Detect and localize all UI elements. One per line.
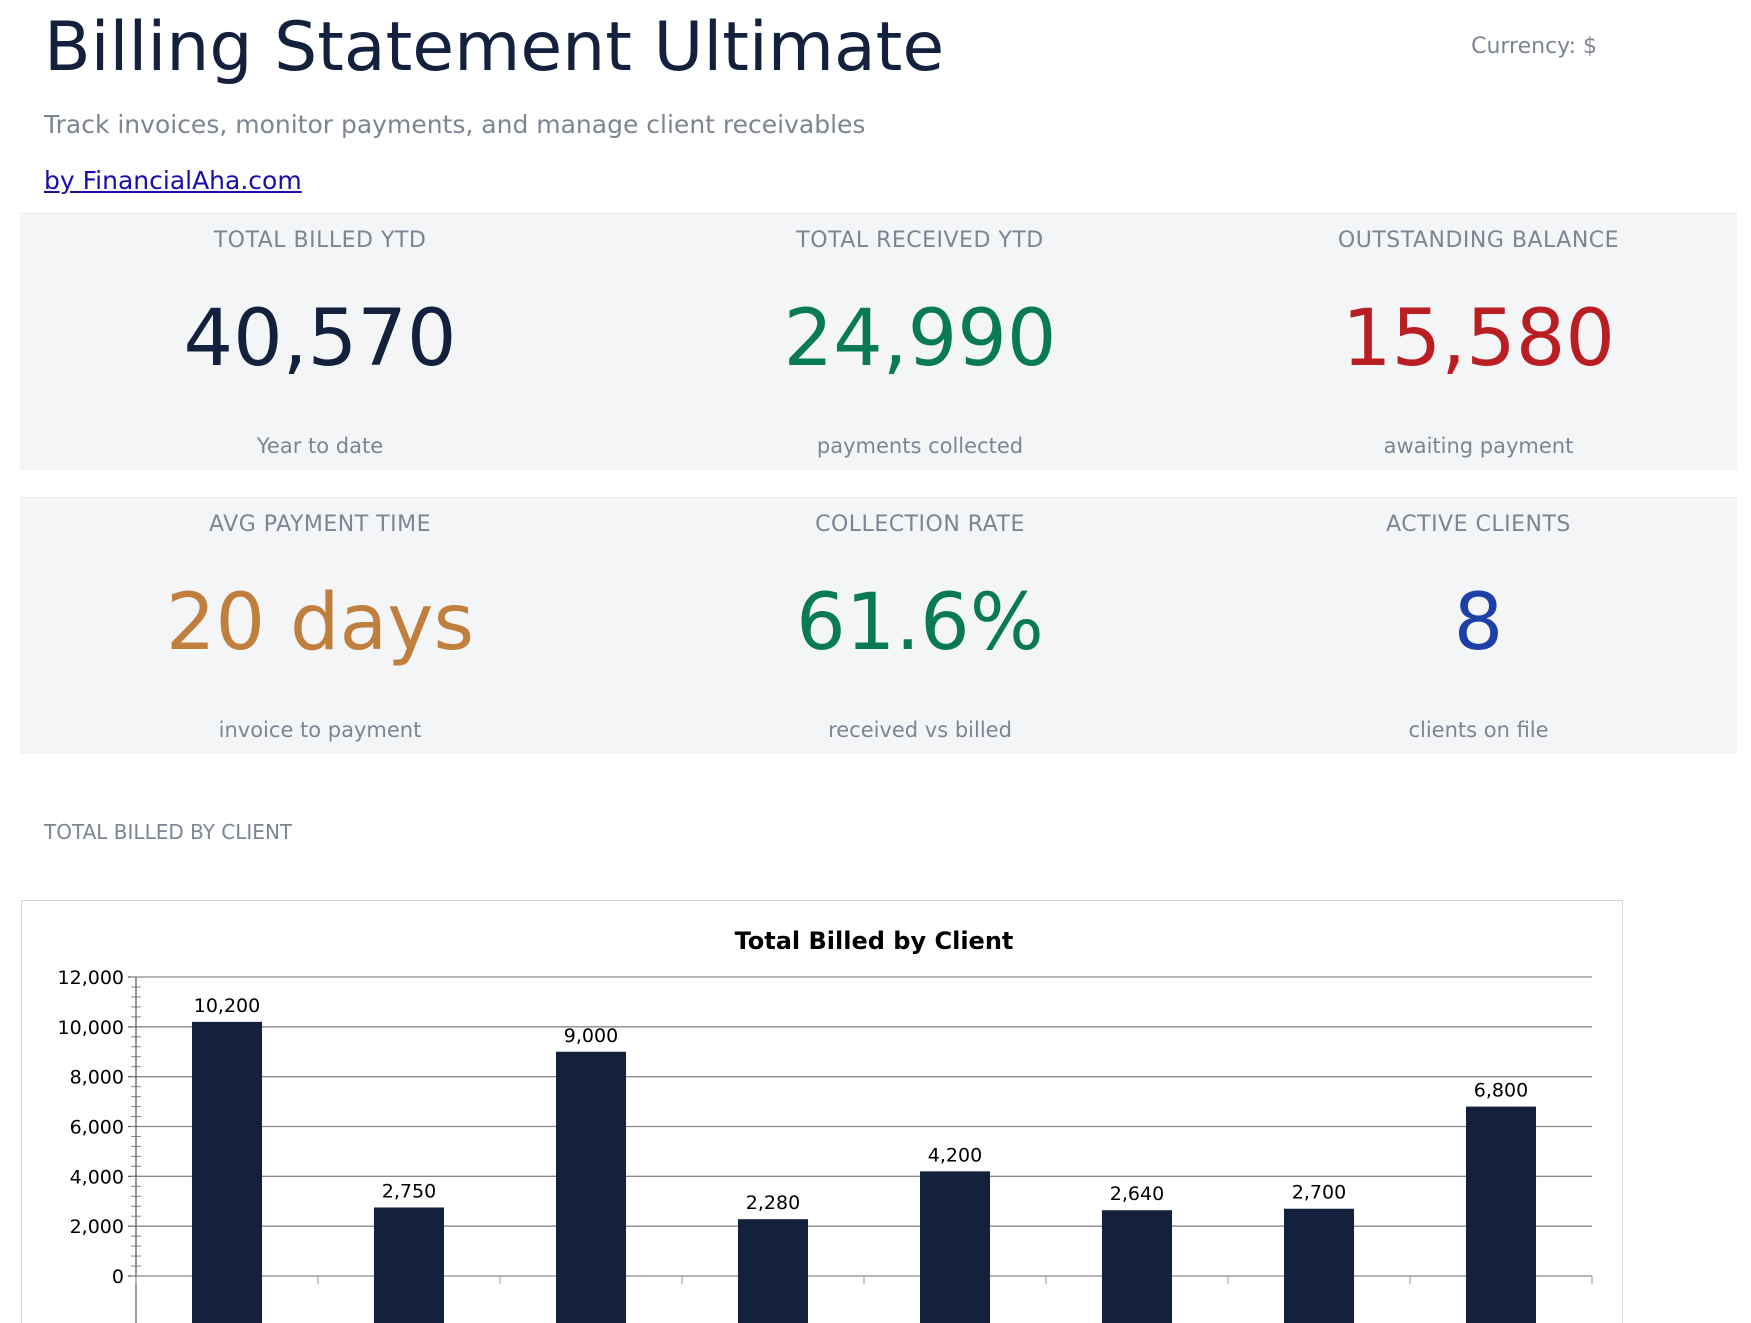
kpi-card-total-billed: TOTAL BILLED YTD 40,570 Year to date (20, 214, 620, 470)
byline-link[interactable]: by FinancialAha.com (44, 166, 302, 195)
section-label-billed-by-client: TOTAL BILLED BY CLIENT (44, 820, 293, 844)
chart-title: Total Billed by Client (735, 927, 1014, 955)
bar (1102, 1210, 1172, 1323)
kpi-label: AVG PAYMENT TIME (209, 512, 431, 537)
bar (556, 1051, 626, 1323)
kpi-value: 15,580 (1342, 294, 1615, 384)
kpi-row-primary: TOTAL BILLED YTD 40,570 Year to date TOT… (20, 213, 1737, 470)
bar-value-label: 2,750 (382, 1180, 436, 1202)
bar (920, 1171, 990, 1323)
kpi-card-total-received: TOTAL RECEIVED YTD 24,990 payments colle… (620, 214, 1220, 470)
bar-value-label: 10,200 (194, 995, 260, 1017)
page-subtitle: Track invoices, monitor payments, and ma… (44, 110, 866, 139)
kpi-value: 8 (1453, 578, 1504, 668)
chart-svg: Total Billed by Client 0 2,000 4,000 6,000 8,… (58, 927, 1593, 1323)
kpi-value: 20 days (165, 578, 475, 668)
kpi-card-avg-payment-time: AVG PAYMENT TIME 20 days invoice to paym… (20, 498, 620, 754)
y-tick-label: 0 (112, 1266, 124, 1288)
bar-value-label: 2,280 (746, 1192, 800, 1214)
kpi-sublabel: Year to date (256, 434, 384, 458)
y-tick-label: 4,000 (70, 1166, 124, 1188)
bar-value-label: 4,200 (928, 1144, 982, 1166)
y-tick-label: 12,000 (58, 967, 124, 989)
bar (192, 1021, 262, 1323)
bar (738, 1219, 808, 1323)
bar-value-label: 2,640 (1110, 1183, 1164, 1205)
kpi-value: 40,570 (183, 294, 457, 384)
kpi-sublabel: clients on file (1408, 718, 1549, 742)
kpi-label: TOTAL BILLED YTD (213, 228, 427, 253)
bar (1466, 1106, 1536, 1323)
kpi-label: COLLECTION RATE (815, 512, 1025, 537)
page-title: Billing Statement Ultimate (44, 8, 945, 87)
y-tick-label: 8,000 (70, 1067, 124, 1089)
billed-by-client-chart: Total Billed by Client 0 2,000 4,000 6,000 8,… (21, 900, 1623, 1323)
kpi-sublabel: payments collected (816, 434, 1024, 458)
kpi-card-outstanding-balance: OUTSTANDING BALANCE 15,580 awaiting paym… (1220, 214, 1737, 470)
kpi-value: 24,990 (783, 294, 1057, 384)
kpi-label: TOTAL RECEIVED YTD (796, 228, 1044, 253)
kpi-label: ACTIVE CLIENTS (1386, 512, 1571, 537)
kpi-label: OUTSTANDING BALANCE (1337, 228, 1620, 253)
y-tick-label: 6,000 (70, 1117, 124, 1139)
bar (1284, 1208, 1354, 1323)
bar-value-label: 9,000 (564, 1025, 618, 1047)
kpi-value: 61.6% (796, 578, 1044, 668)
bar-value-label: 2,700 (1292, 1182, 1346, 1204)
kpi-sublabel: invoice to payment (218, 718, 422, 742)
kpi-sublabel: awaiting payment (1383, 434, 1574, 458)
bar (374, 1207, 444, 1323)
kpi-row-secondary: AVG PAYMENT TIME 20 days invoice to paym… (20, 497, 1737, 754)
kpi-sublabel: received vs billed (828, 718, 1012, 742)
y-tick-label: 2,000 (70, 1216, 124, 1238)
currency-label: Currency: $ (1471, 34, 1597, 59)
kpi-card-collection-rate: COLLECTION RATE 61.6% received vs billed (620, 498, 1220, 754)
bar-value-label: 6,800 (1474, 1080, 1528, 1102)
kpi-card-active-clients: ACTIVE CLIENTS 8 clients on file (1220, 498, 1737, 754)
y-tick-label: 10,000 (58, 1017, 124, 1039)
